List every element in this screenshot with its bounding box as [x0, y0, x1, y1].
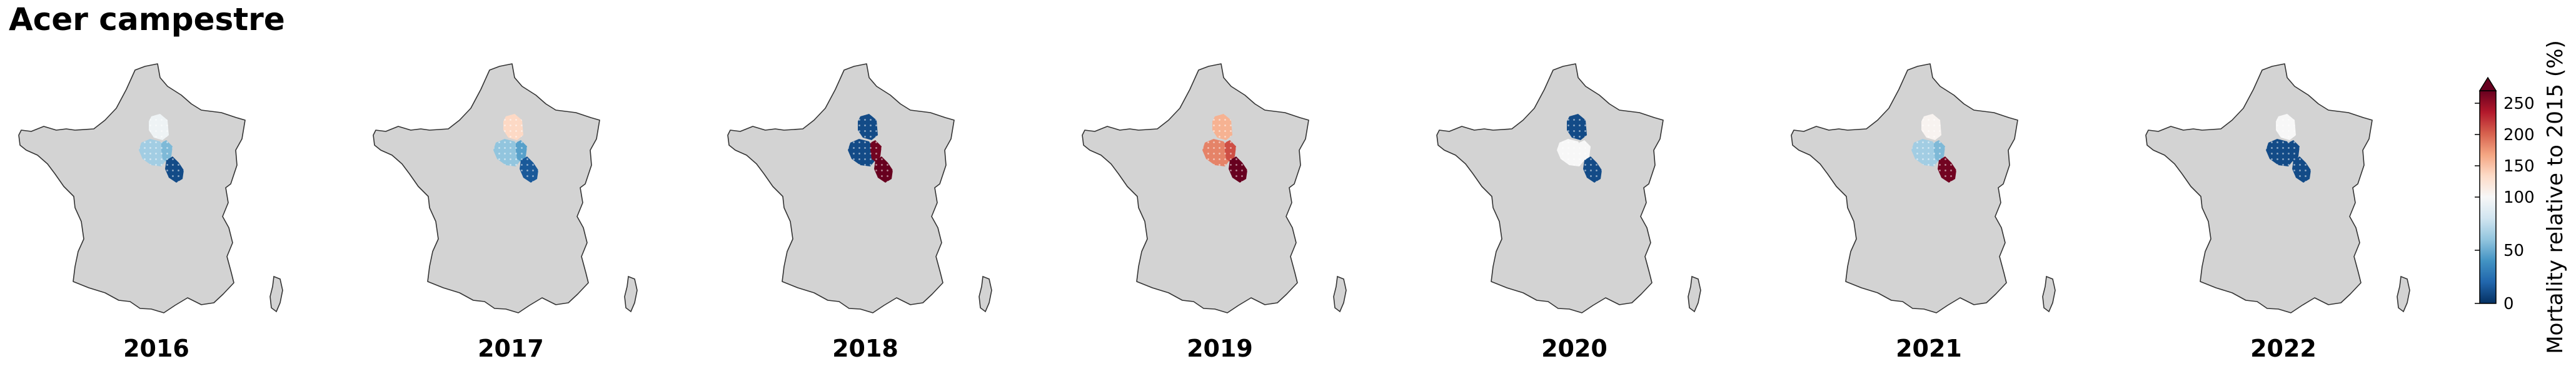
country-outline [1082, 63, 1309, 313]
region-southeast-dots [874, 156, 893, 183]
map-panel-2020 [1436, 63, 1701, 313]
map-panel-2016 [18, 63, 283, 313]
region-west-dots [1557, 139, 1584, 166]
region-southeast-dots [1229, 156, 1247, 183]
region-north-dots [2276, 114, 2296, 140]
region-east-dots [516, 140, 527, 163]
island-outline [2042, 275, 2056, 313]
region-east-dots [1225, 140, 1236, 163]
map-panel-2021 [1791, 63, 2056, 313]
colorbar-tick-label: 200 [2503, 126, 2535, 145]
year-label: 2022 [2250, 335, 2317, 362]
region-southeast-dots [165, 156, 184, 183]
region-north-dots [149, 114, 169, 140]
colorbar-tick-label: 0 [2503, 295, 2514, 313]
country-outline [18, 63, 246, 313]
island-outline [2397, 275, 2410, 313]
region-north-dots [503, 114, 523, 140]
region-north-dots [1212, 114, 1232, 140]
figure-title: Acer campestre [9, 1, 285, 38]
region-west-dots [493, 139, 521, 166]
region-north-dots [1921, 114, 1941, 140]
region-east-dots [870, 140, 882, 163]
island-outline [269, 275, 283, 313]
region-west-dots [139, 139, 166, 166]
region-southeast-dots [520, 156, 538, 183]
island-outline [1333, 275, 1347, 313]
island-outline [1688, 275, 1701, 313]
colorbar-tick-label: 250 [2503, 94, 2535, 113]
region-north-dots [1567, 114, 1587, 140]
map-panel-2018 [727, 63, 992, 313]
colorbar-extend-arrow [2478, 76, 2497, 91]
region-east-dots [1579, 140, 1591, 163]
map-panel-2017 [373, 63, 638, 313]
map-panels: 2016 2017 2018 2019 2020 2021 2022 [18, 63, 2410, 362]
country-outline [373, 63, 600, 313]
year-label: 2017 [478, 335, 544, 362]
country-outline [1436, 63, 1664, 313]
island-outline [979, 275, 992, 313]
year-label: 2021 [1896, 335, 1962, 362]
colorbar-tick-label: 100 [2503, 188, 2535, 207]
region-east-dots [161, 140, 173, 163]
region-west-dots [2266, 139, 2293, 166]
year-label: 2019 [1187, 335, 1253, 362]
island-outline [624, 275, 638, 313]
year-label: 2016 [123, 335, 189, 362]
region-southeast-dots [1583, 156, 1602, 183]
country-outline [1791, 63, 2018, 313]
year-label: 2018 [832, 335, 898, 362]
region-north-dots [858, 114, 878, 140]
country-outline [2145, 63, 2373, 313]
year-label: 2020 [1541, 335, 1607, 362]
region-west-dots [1911, 139, 1939, 166]
region-southeast-dots [1938, 156, 1956, 183]
colorbar-tick-label: 150 [2503, 157, 2535, 176]
colorbar-ramp [2479, 90, 2497, 304]
map-panel-2022 [2145, 63, 2410, 313]
region-southeast-dots [2292, 156, 2311, 183]
region-west-dots [1202, 139, 1230, 166]
colorbar-label: Mortality relative to 2015 (%) [2543, 40, 2568, 354]
region-east-dots [1934, 140, 1945, 163]
colorbar-tick-label: 50 [2503, 241, 2524, 260]
region-west-dots [848, 139, 875, 166]
region-east-dots [2288, 140, 2300, 163]
map-panel-2019 [1082, 63, 1347, 313]
country-outline [727, 63, 955, 313]
